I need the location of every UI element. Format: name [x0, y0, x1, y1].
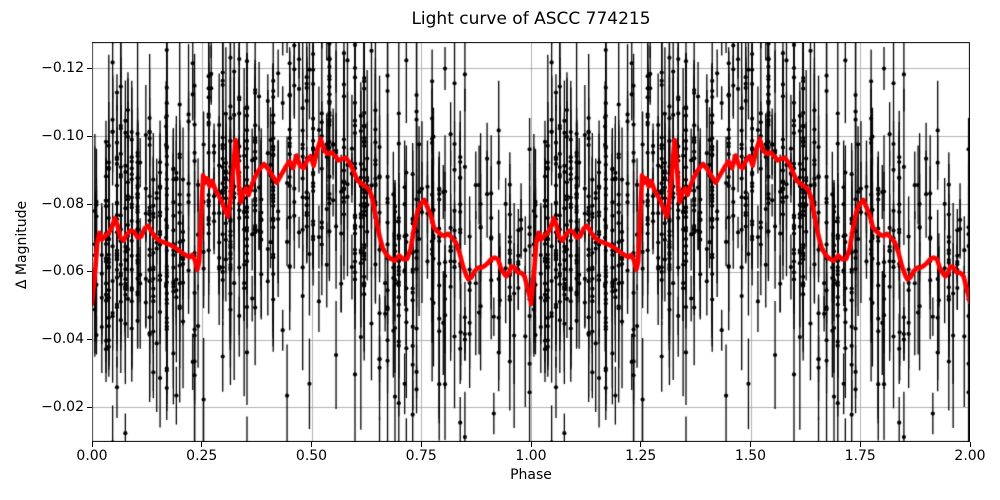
y-tick-label: −0.06 — [41, 263, 84, 280]
x-tick-mark — [91, 442, 93, 447]
x-tick-label: 1.25 — [625, 448, 657, 464]
x-tick-mark — [969, 442, 971, 447]
plot-canvas — [92, 42, 970, 442]
y-tick-mark — [87, 67, 92, 69]
y-tick-label: −0.04 — [41, 331, 84, 348]
y-tick-label: −0.10 — [41, 127, 84, 144]
y-tick-label: −0.12 — [41, 59, 84, 76]
chart-title: Light curve of ASCC 774215 — [411, 9, 651, 29]
x-tick-label: 1.75 — [844, 448, 876, 464]
x-tick-label: 0.00 — [76, 448, 108, 464]
y-tick-mark — [87, 339, 92, 341]
x-tick-mark — [420, 442, 422, 447]
x-tick-mark — [640, 442, 642, 447]
x-tick-label: 0.50 — [295, 448, 328, 464]
x-tick-label: 1.50 — [734, 448, 767, 464]
x-tick-mark — [201, 442, 203, 447]
x-tick-mark — [750, 442, 751, 447]
x-tick-mark — [859, 442, 861, 447]
x-tick-label: 0.75 — [405, 448, 437, 464]
x-axis-label: Phase — [510, 467, 552, 483]
y-tick-mark — [87, 203, 92, 205]
y-tick-label: −0.02 — [41, 398, 84, 415]
x-tick-label: 1.00 — [515, 448, 547, 464]
y-tick-mark — [87, 271, 92, 273]
x-tick-mark — [311, 442, 312, 447]
y-tick-mark — [87, 135, 92, 137]
x-tick-label: 2.00 — [954, 448, 986, 464]
x-tick-mark — [530, 442, 532, 447]
y-tick-mark — [87, 406, 92, 408]
y-tick-label: −0.08 — [41, 195, 84, 212]
x-tick-label: 0.25 — [186, 448, 218, 464]
